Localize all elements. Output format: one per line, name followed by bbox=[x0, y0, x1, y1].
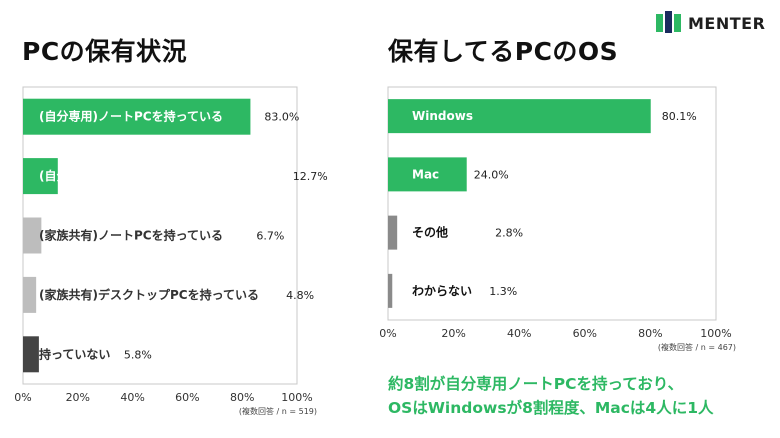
logo-block-1 bbox=[656, 14, 663, 32]
left-value-label: 6.7% bbox=[256, 230, 284, 243]
left-tick-label: 80% bbox=[230, 391, 254, 404]
right-tick-label: 0% bbox=[379, 327, 396, 340]
right-value-label: 24.0% bbox=[474, 168, 509, 181]
menter-logo-icon bbox=[656, 11, 681, 33]
right-tick-label: 60% bbox=[573, 327, 597, 340]
right-value-label: 2.8% bbox=[495, 227, 523, 240]
right-category-label: Mac bbox=[412, 167, 439, 181]
right-bar bbox=[388, 99, 651, 134]
left-bar bbox=[23, 98, 251, 135]
left-category-label: (自分専用)デスクトップPCを持っている bbox=[39, 168, 259, 183]
left-bar bbox=[23, 158, 58, 195]
summary-line-2: OSはWindowsが8割程度、Macは4人に1人 bbox=[388, 399, 714, 417]
left-value-label: 83.0% bbox=[264, 111, 299, 124]
summary-text: 約8割が自分専用ノートPCを持っており、 OSはWindowsが8割程度、Mac… bbox=[388, 372, 714, 420]
right-tick-label: 100% bbox=[700, 327, 731, 340]
left-category-label: (家族共有)デスクトップPCを持っている bbox=[39, 287, 259, 302]
right-category-label: その他 bbox=[412, 225, 448, 240]
right-plot-frame bbox=[387, 86, 717, 321]
left-chart-title: PCの保有状況 bbox=[22, 37, 188, 66]
right-bar bbox=[388, 273, 393, 308]
left-category-label: 持っていない bbox=[39, 346, 110, 361]
left-value-label: 5.8% bbox=[124, 348, 152, 361]
right-tick-label: 80% bbox=[638, 327, 662, 340]
right-bar bbox=[388, 157, 467, 192]
logo-block-2 bbox=[665, 11, 672, 33]
left-bar bbox=[23, 276, 37, 313]
logo-block-3 bbox=[674, 14, 681, 32]
right-value-label: 1.3% bbox=[489, 285, 517, 298]
left-tick-label: 0% bbox=[14, 391, 31, 404]
right-value-label: 80.1% bbox=[662, 110, 697, 123]
left-tick-label: 60% bbox=[175, 391, 199, 404]
brand-logo: MENTER bbox=[656, 11, 765, 35]
left-bar bbox=[23, 336, 39, 373]
right-tick-label: 20% bbox=[441, 327, 465, 340]
right-category-label: わからない bbox=[412, 284, 472, 298]
right-tick-label: 40% bbox=[507, 327, 531, 340]
left-sample-note: (複数回答 / n = 519) bbox=[239, 406, 317, 416]
left-bar bbox=[23, 217, 42, 254]
left-category-label: (家族共有)ノートPCを持っている bbox=[39, 228, 223, 243]
left-value-label: 12.7% bbox=[293, 170, 328, 183]
left-tick-label: 40% bbox=[120, 391, 144, 404]
left-tick-label: 20% bbox=[66, 391, 90, 404]
left-value-label: 4.8% bbox=[286, 289, 314, 302]
right-bar bbox=[388, 215, 398, 250]
right-category-label: Windows bbox=[412, 109, 473, 123]
left-tick-label: 100% bbox=[281, 391, 312, 404]
right-chart-title: 保有してるPCのOS bbox=[388, 37, 619, 66]
brand-name: MENTER bbox=[688, 13, 766, 33]
right-sample-note: (複数回答 / n = 467) bbox=[658, 342, 736, 352]
summary-line-1: 約8割が自分専用ノートPCを持っており、 bbox=[388, 375, 684, 393]
left-category-label: (自分専用)ノートPCを持っている bbox=[39, 109, 223, 124]
